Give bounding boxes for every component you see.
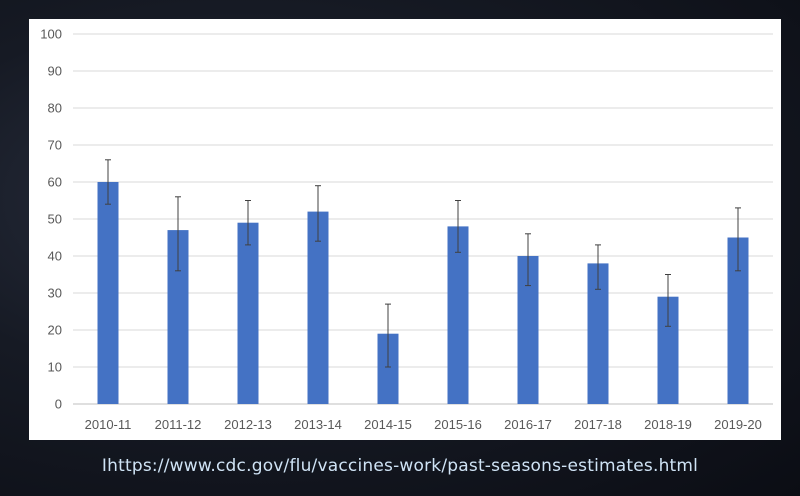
y-tick-label: 100 — [40, 27, 62, 42]
bar — [517, 256, 539, 404]
y-tick-label: 60 — [48, 175, 62, 190]
x-tick-label: 2019-20 — [714, 417, 762, 432]
x-tick-labels: 2010-11 2011-12 2012-13 2013-14 2014-15 2015-… — [85, 417, 762, 432]
y-tick-label: 20 — [48, 323, 62, 338]
y-tick-label: 10 — [48, 360, 62, 375]
chart-panel: 0 10 20 30 40 50 60 70 80 90 100 2010-11 2011-12 201… — [29, 19, 781, 440]
source-url: Ihttps://www.cdc.gov/flu/vaccines-work/p… — [101, 456, 699, 476]
y-tick-label: 40 — [48, 249, 62, 264]
x-tick-label: 2010-11 — [85, 417, 132, 432]
x-tick-label: 2013-14 — [294, 417, 342, 432]
y-tick-label: 30 — [48, 286, 62, 301]
x-tick-label: 2018-19 — [644, 417, 692, 432]
x-tick-label: 2011-12 — [155, 417, 202, 432]
bar — [447, 226, 469, 404]
bar — [237, 222, 259, 404]
x-tick-label: 2017-18 — [574, 417, 622, 432]
bar — [587, 263, 609, 404]
bar — [657, 296, 679, 404]
bar — [727, 237, 749, 404]
y-tick-label: 90 — [48, 64, 62, 79]
y-tick-label: 80 — [48, 101, 62, 116]
x-tick-label: 2012-13 — [224, 417, 272, 432]
bar — [377, 333, 399, 404]
y-tick-label: 0 — [55, 397, 62, 412]
x-tick-label: 2014-15 — [364, 417, 412, 432]
bar — [307, 211, 329, 404]
y-tick-labels: 0 10 20 30 40 50 60 70 80 90 100 — [40, 27, 62, 412]
error-bars — [105, 159, 741, 368]
y-tick-label: 70 — [48, 138, 62, 153]
bars — [97, 182, 749, 404]
x-tick-label: 2015-16 — [434, 417, 482, 432]
y-tick-label: 50 — [48, 212, 62, 227]
bar — [97, 182, 119, 404]
gridlines — [73, 33, 773, 405]
bar — [167, 230, 189, 404]
x-tick-label: 2016-17 — [504, 417, 552, 432]
